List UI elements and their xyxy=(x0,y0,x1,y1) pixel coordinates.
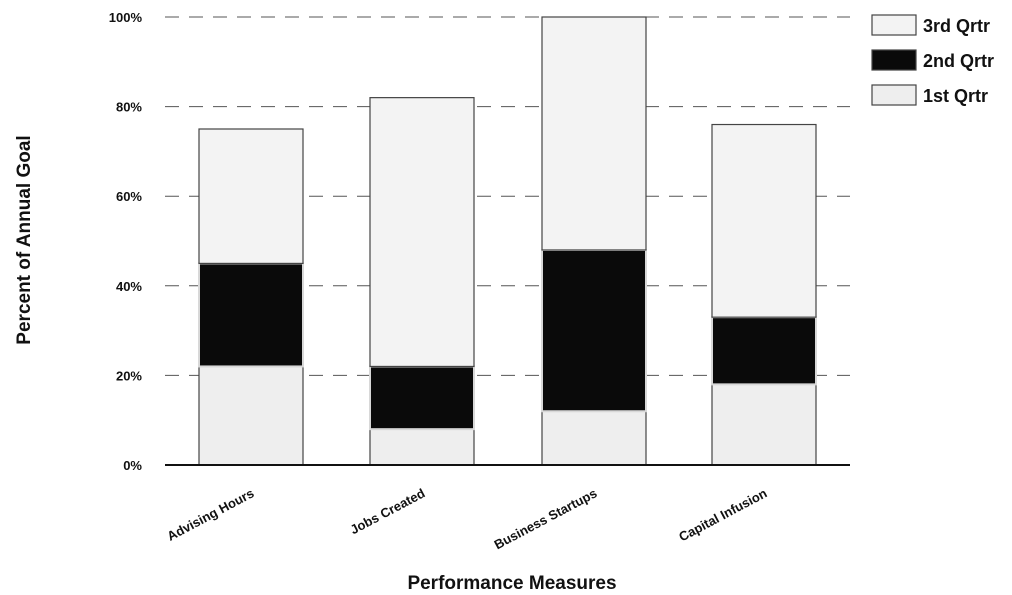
gridlines xyxy=(165,16,850,376)
x-axis-title: Performance Measures xyxy=(407,573,616,594)
bar-segment-3rd-qrtr xyxy=(198,128,304,264)
x-category-label: Advising Hours xyxy=(165,485,257,543)
x-category-label: Capital Infusion xyxy=(676,485,769,544)
y-tick-label: 100% xyxy=(109,10,143,25)
legend-swatch xyxy=(871,49,917,71)
y-tick-label: 60% xyxy=(116,189,142,204)
y-tick-label: 40% xyxy=(116,279,142,294)
bars xyxy=(198,16,817,466)
bar-segment-2nd-qrtr xyxy=(541,248,647,413)
legend-label: 1st Qrtr xyxy=(923,86,988,106)
bar-segment-1st-qrtr xyxy=(369,428,475,466)
legend: 3rd Qrtr 2nd Qrtr 1st Qrtr xyxy=(871,14,994,106)
bar-segment-3rd-qrtr xyxy=(711,123,817,318)
bar-segment-2nd-qrtr xyxy=(369,365,475,431)
y-tick-label: 0% xyxy=(123,458,142,473)
bar-segment-1st-qrtr xyxy=(198,365,304,466)
y-axis-ticks: 0% 20% 40% 60% 80% 100% xyxy=(109,10,143,473)
bar-segment-2nd-qrtr xyxy=(198,262,304,368)
y-tick-label: 20% xyxy=(116,368,142,383)
bar-segment-3rd-qrtr xyxy=(541,16,647,251)
bar-segment-1st-qrtr xyxy=(711,383,817,466)
x-axis-category-labels: Advising Hours Jobs Created Business Start… xyxy=(165,485,770,552)
y-tick-label: 80% xyxy=(116,100,142,115)
bar-segment-3rd-qrtr xyxy=(369,97,475,368)
y-axis-title: Percent of Annual Goal xyxy=(14,135,35,344)
bar-segment-1st-qrtr xyxy=(541,410,647,466)
x-category-label: Business Startups xyxy=(492,485,600,552)
legend-swatch xyxy=(871,84,917,106)
legend-label: 3rd Qrtr xyxy=(923,16,990,36)
x-category-label: Jobs Created xyxy=(348,485,428,537)
legend-swatch xyxy=(871,14,917,36)
legend-label: 2nd Qrtr xyxy=(923,51,994,71)
bar-segment-2nd-qrtr xyxy=(711,316,817,386)
